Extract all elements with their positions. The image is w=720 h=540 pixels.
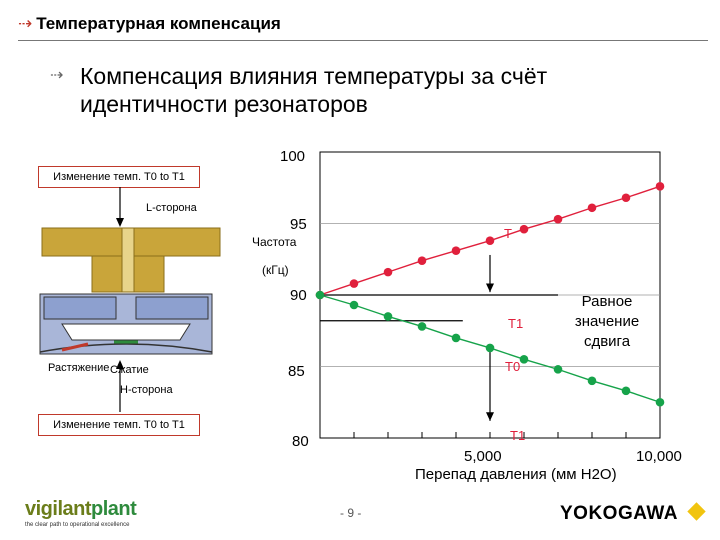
label-t0: T0 xyxy=(505,359,521,374)
series-0-point xyxy=(553,214,563,224)
xtick-5000: 5,000 xyxy=(464,448,502,465)
label-t: T xyxy=(504,226,512,241)
series-0-point xyxy=(349,279,359,288)
temp-change-top-box: Изменение темп. T0 to T1 xyxy=(38,166,200,188)
ytick-85: 85 xyxy=(288,363,305,380)
series-1-point xyxy=(451,333,461,343)
chamber-left xyxy=(43,296,117,320)
series-0-point xyxy=(655,182,665,191)
series-1-point xyxy=(621,386,631,396)
series-1-point xyxy=(349,300,359,310)
x-axis-label: Перепад давления (мм H2O) xyxy=(415,466,617,483)
diaphragm xyxy=(39,343,213,353)
l-side-label: L-сторона xyxy=(146,202,197,214)
xtick-10000: 10,000 xyxy=(636,448,682,465)
series-0-point xyxy=(451,246,461,255)
shift-arrowhead-lower xyxy=(486,412,494,421)
vigilantplant-logo: vigilantplant xyxy=(25,498,137,520)
tension-strain xyxy=(61,342,89,352)
page-number: - 9 - xyxy=(340,506,362,520)
series-1-point xyxy=(655,397,665,407)
series-1-point xyxy=(485,343,495,353)
series-0-point xyxy=(519,224,529,234)
arrow-icon: ⇢ xyxy=(18,14,33,33)
series-0-point xyxy=(417,256,427,265)
y-axis-label: Частота xyxy=(252,235,297,249)
yokogawa-logo: YOKOGAWA xyxy=(560,502,706,525)
series-1-point xyxy=(519,355,529,364)
chamber-right xyxy=(135,296,209,320)
shift-arrowhead-upper xyxy=(486,283,494,293)
tension-label: Растяжение xyxy=(48,362,110,374)
equal-shift-label: Равное значение сдвига xyxy=(574,293,640,350)
h-side-label: H-сторона xyxy=(120,384,173,396)
gold-post-left xyxy=(91,255,123,293)
temp-change-bottom-box: Изменение темп. T0 to T1 xyxy=(38,414,200,436)
series-1-point xyxy=(587,376,597,386)
yokogawa-diamond-icon xyxy=(687,502,706,521)
series-0-point xyxy=(621,193,631,203)
title-rule xyxy=(18,40,708,41)
y-axis-unit: (кГц) xyxy=(262,263,289,277)
arrowhead-bottom xyxy=(116,360,124,369)
series-1-point xyxy=(315,290,325,300)
series-0-point xyxy=(383,267,393,277)
label-t1-mid: T1 xyxy=(508,316,524,331)
compression-label: Сжатие xyxy=(110,364,149,376)
arrowhead-top xyxy=(116,218,124,227)
ytick-90: 90 xyxy=(290,287,307,304)
diaphragm-cavity xyxy=(61,323,191,341)
slide-subtitle: Компенсация влияния температуры за счёт … xyxy=(80,63,548,117)
ytick-95: 95 xyxy=(290,216,307,233)
slide-title: ⇢ Температурная компенсация xyxy=(18,14,281,33)
label-t1-bottom: T1 xyxy=(510,428,526,443)
logo-tagline: the clear path to operational excellence xyxy=(25,522,130,528)
series-1-point xyxy=(383,312,393,321)
bullet-arrow-icon: ⇢ xyxy=(50,67,64,84)
series-1-point xyxy=(553,365,563,374)
ytick-80: 80 xyxy=(292,433,309,450)
series-0-point xyxy=(587,203,597,213)
gold-post-right xyxy=(133,255,165,293)
series-1-point xyxy=(417,322,427,331)
series-0-point xyxy=(485,236,495,245)
ytick-100: 100 xyxy=(280,148,306,165)
gold-gap xyxy=(121,227,135,293)
